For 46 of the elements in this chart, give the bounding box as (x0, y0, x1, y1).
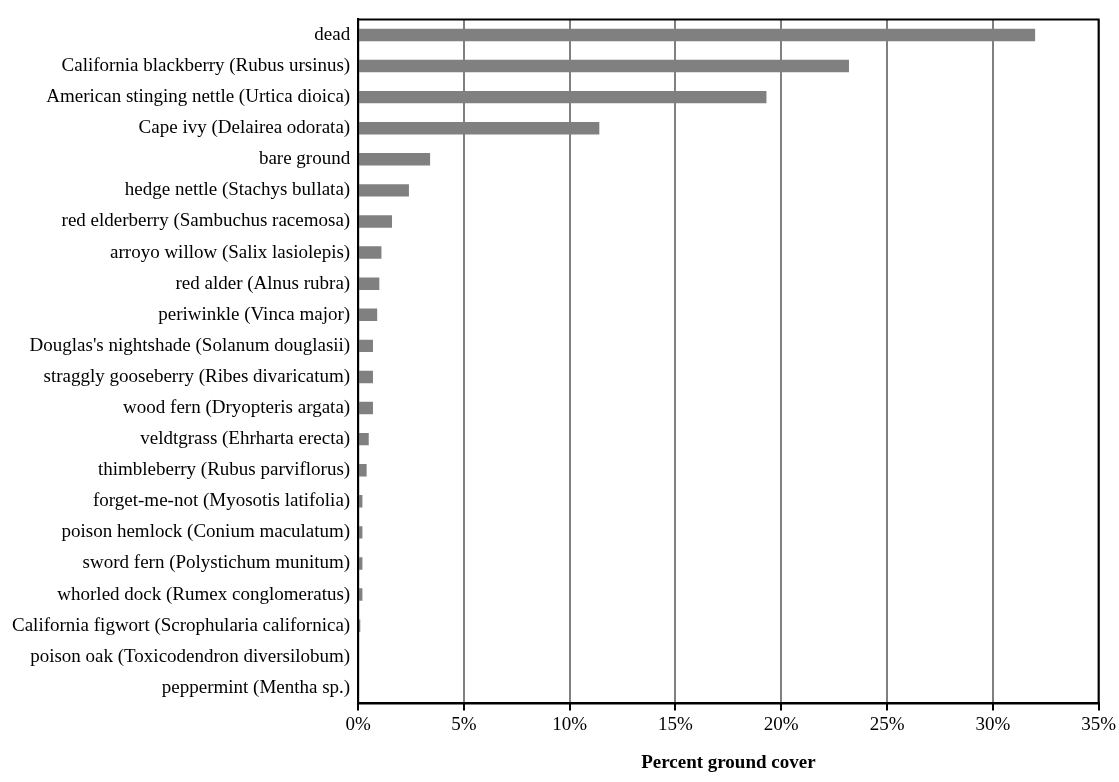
bar (359, 526, 363, 539)
bar (359, 464, 367, 477)
y-tick-label: whorled dock (Rumex conglomeratus) (57, 582, 351, 605)
x-tick-label: 35% (1081, 712, 1117, 734)
x-tick-label: 20% (763, 712, 799, 734)
x-tick-label: 30% (975, 712, 1011, 734)
bar (359, 432, 369, 446)
y-tick-label: red elderberry (Sambuchus racemosa) (61, 209, 351, 232)
bar (359, 339, 373, 353)
x-tick-label: 10% (552, 712, 588, 734)
x-axis-title: Percent ground cover (641, 750, 817, 772)
bar (359, 308, 378, 321)
y-tick-label: dead (314, 22, 351, 44)
y-tick-label: veldtgrass (Ehrharta erecta) (140, 427, 351, 450)
bar (359, 557, 363, 570)
y-tick-label: American stinging nettle (Urtica dioica) (46, 85, 351, 108)
bar (359, 370, 373, 384)
bar (359, 401, 373, 415)
bar (359, 246, 382, 259)
y-tick-label: wood fern (Dryopteris argata) (123, 396, 351, 419)
y-tick-label: Cape ivy (Delairea odorata) (138, 116, 351, 139)
y-tick-label: arroyo willow (Salix lasiolepis) (110, 240, 351, 263)
bar (359, 184, 409, 197)
y-tick-label: peppermint (Mentha sp.) (161, 675, 351, 698)
y-tick-label: periwinkle (Vinca major) (158, 302, 351, 325)
y-tick-label: poison hemlock (Conium maculatum) (61, 520, 351, 543)
y-tick-label: hedge nettle (Stachys bullata) (124, 178, 351, 201)
y-tick-label: California figwort (Scrophularia californica) (12, 613, 351, 636)
y-tick-label: bare ground (258, 147, 351, 169)
x-tick-label: 5% (451, 712, 477, 734)
y-tick-label: Douglas's nightshade (Solanum douglasii) (29, 333, 351, 356)
y-tick-label: thimbleberry (Rubus parviflorus) (97, 458, 351, 481)
x-tick-label: 0% (345, 712, 371, 734)
bar (359, 495, 363, 508)
bar (359, 215, 393, 228)
y-tick-label: red alder (Alnus rubra) (175, 271, 351, 294)
x-tick-label: 25% (869, 712, 905, 734)
bar (359, 588, 363, 601)
y-tick-label: sword fern (Polystichum munitum) (82, 551, 351, 574)
y-tick-label: forget-me-not (Myosotis latifolia) (93, 489, 351, 512)
y-tick-label: poison oak (Toxicodendron diversilobum) (30, 644, 351, 667)
y-tick-label: straggly gooseberry (Ribes divaricatum) (43, 364, 351, 387)
y-tick-label: California blackberry (Rubus ursinus) (61, 54, 351, 77)
bar (359, 277, 380, 290)
bar (359, 153, 431, 166)
x-tick-label: 15% (658, 712, 694, 734)
